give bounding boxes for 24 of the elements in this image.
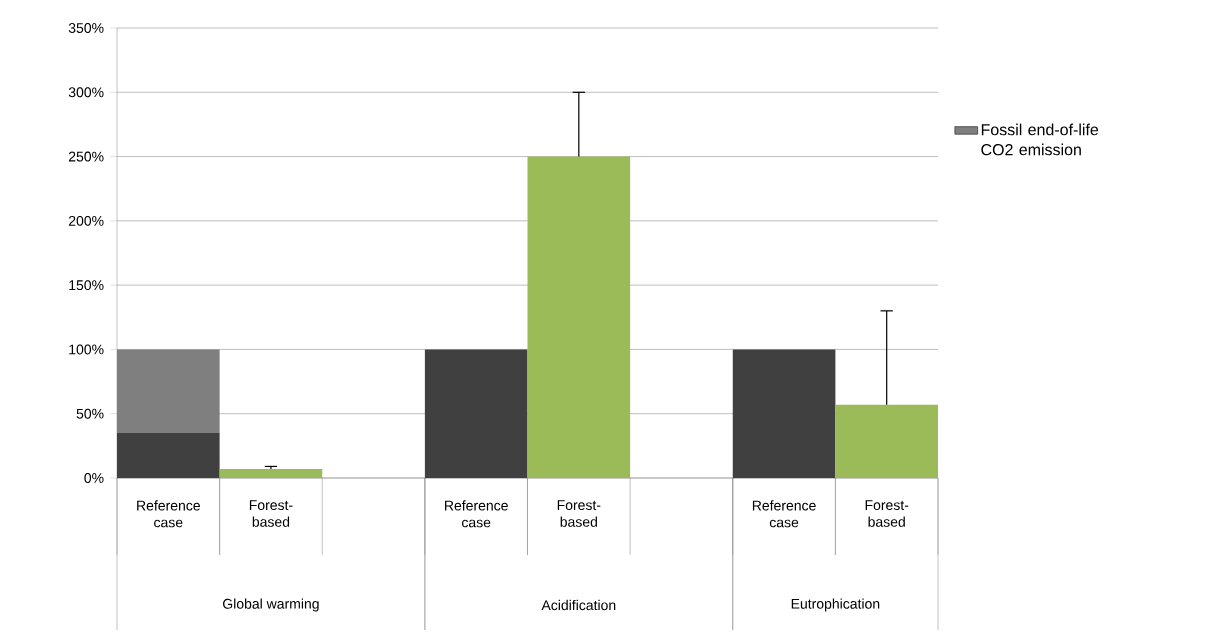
x-tick-label: Reference case xyxy=(752,500,816,528)
bar xyxy=(117,433,220,478)
y-tick-label: 100% xyxy=(69,344,104,355)
bar xyxy=(424,349,528,478)
bar xyxy=(732,349,836,478)
bar xyxy=(219,469,323,478)
y-tick-label: 350% xyxy=(68,23,104,33)
x-tick-label: Reference case xyxy=(137,500,200,528)
y-tick-label: 50% xyxy=(76,408,104,419)
y-tick-label: 0% xyxy=(84,473,104,483)
bar xyxy=(527,156,631,478)
text: Eutrophication xyxy=(791,598,880,612)
y-tick-label: 150% xyxy=(69,280,104,291)
x-tick-label: Forest-based xyxy=(865,500,909,527)
y-tick-label: 200% xyxy=(68,215,104,226)
y-tick-label: 300% xyxy=(68,87,104,98)
text: Acidification xyxy=(541,599,616,611)
text: Global warming xyxy=(223,598,319,612)
bar xyxy=(835,404,939,478)
x-tick-label: Forest-based xyxy=(249,500,293,527)
x-tick-label: Reference case xyxy=(445,500,508,528)
y-tick-label: 250% xyxy=(68,151,104,162)
legend-label: Fossil end-of-life CO2 emission xyxy=(981,123,1099,156)
x-tick-label: Forest-based xyxy=(557,500,601,527)
